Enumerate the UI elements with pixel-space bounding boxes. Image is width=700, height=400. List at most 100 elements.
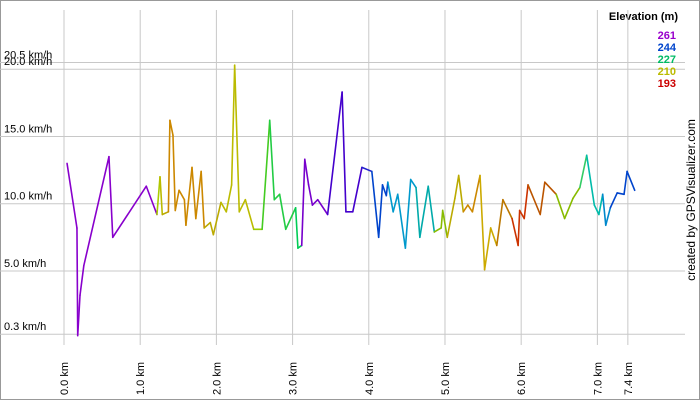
speed-line-segment [76, 294, 81, 337]
y-tick-label: 0.3 km/h [4, 321, 46, 333]
y-tick-label: 5.0 km/h [4, 258, 46, 270]
legend-entry: 244 [658, 42, 677, 54]
speed-line-segment [572, 186, 581, 200]
y-tick-label: 20.5 km/h [4, 49, 52, 61]
speed-line-segment [396, 193, 407, 249]
speed-line-segment [316, 198, 329, 216]
legend-entry: 227 [658, 54, 676, 66]
speed-line-segment [527, 184, 542, 216]
speed-line-segment [419, 185, 430, 239]
speed-line-segment [479, 174, 486, 271]
speed-line-segment [392, 193, 399, 213]
speed-line-segment [230, 64, 236, 186]
speed-line-segment [303, 158, 310, 186]
speed-line-segment [518, 209, 526, 220]
speed-line-segment [220, 201, 228, 213]
speed-line-segment [446, 197, 456, 239]
legend-entry: 193 [658, 78, 676, 90]
speed-line-segment [517, 209, 521, 247]
speed-line-segment [415, 186, 421, 239]
speed-line-segment [433, 227, 442, 233]
y-tick-label: 15.0 km/h [4, 123, 52, 135]
speed-line-segment [212, 201, 222, 236]
speed-line-segment [601, 193, 607, 227]
speed-line-segment [311, 198, 319, 206]
speed-line-segment [261, 119, 271, 231]
x-tick-label: 5.0 km [440, 362, 452, 395]
speed-line-segment [371, 170, 380, 239]
speed-line-segment [454, 174, 460, 200]
x-tick-label: 1.0 km [135, 362, 147, 395]
speed-line-segment [238, 198, 247, 213]
x-tick-label: 6.0 km [516, 362, 528, 395]
speed-line-segment [167, 119, 171, 213]
legend-title: Elevation (m) [609, 11, 678, 23]
speed-line-segment [598, 193, 604, 216]
y-tick-label: 20.0 km/h [4, 56, 52, 68]
speed-line-segment [361, 166, 373, 173]
speed-line-segment [326, 91, 343, 216]
speed-line-segment [268, 119, 276, 201]
speed-line-segment [409, 178, 417, 189]
x-tick-label: 7.0 km [592, 362, 604, 395]
y-tick-label: 10.0 km/h [4, 191, 52, 203]
speed-line-segment [178, 189, 186, 201]
speed-line-segment [284, 206, 297, 231]
speed-line-segment [273, 193, 281, 201]
speed-line-segment [200, 170, 206, 229]
speed-line-segment [495, 198, 504, 247]
speed-line-segment [457, 174, 465, 213]
speed-line-segment [66, 162, 78, 229]
speed-line-segment [174, 189, 180, 212]
speed-line-segment [83, 155, 110, 267]
x-tick-label: 3.0 km [288, 362, 300, 395]
speed-line-segment [626, 170, 636, 192]
speed-line-segment [185, 166, 193, 227]
speed-line-segment [593, 204, 600, 216]
speed-line-segment [225, 184, 233, 213]
speed-line-segment [233, 64, 241, 213]
speed-line-segment [381, 184, 388, 197]
speed-line-segment [585, 154, 596, 206]
speed-line-segment [387, 181, 394, 213]
speed-line-segment [563, 197, 574, 220]
speed-line-segment [604, 206, 612, 227]
speed-line-segment [111, 185, 148, 239]
speed-line-segment [483, 227, 492, 271]
speed-line-segment [341, 91, 347, 213]
speed-line-segment [471, 174, 481, 213]
speed-line-segment [108, 155, 114, 239]
speed-line-segment [427, 185, 436, 233]
speed-line-segment [462, 204, 469, 213]
x-tick-label: 4.0 km [364, 362, 376, 395]
speed-line-segment [195, 170, 202, 220]
legend-entry: 210 [658, 66, 676, 78]
speed-line-segment [539, 181, 546, 216]
speed-line-segment [191, 166, 197, 220]
speed-line-segment [294, 206, 299, 249]
speed-line-segment [555, 193, 566, 220]
speed-line-segment [145, 185, 158, 216]
speed-line-segment [616, 192, 625, 196]
speed-line-segment [609, 192, 618, 209]
speed-line-segment [579, 154, 588, 189]
speed-line-segment [300, 158, 306, 247]
speed-line-segment [377, 184, 384, 239]
speed-line-segment [441, 209, 449, 239]
speed-line-segment [623, 170, 628, 196]
speed-line-segment [502, 198, 513, 220]
speed-line-segment [351, 166, 363, 213]
speed-line-segment [511, 217, 519, 247]
credit: created by GPSVisualizer.com [684, 119, 698, 281]
speed-line-segment [244, 198, 255, 231]
speed-line-segment [172, 134, 177, 212]
speed-line-segment [76, 227, 79, 337]
speed-line-segment [79, 264, 85, 297]
x-tick-label: 7.4 km [623, 362, 635, 395]
speed-line-segment [156, 176, 161, 216]
speed-line-segment [169, 119, 174, 136]
x-tick-label: 0.0 km [59, 362, 71, 395]
speed-line-segment [523, 184, 529, 220]
